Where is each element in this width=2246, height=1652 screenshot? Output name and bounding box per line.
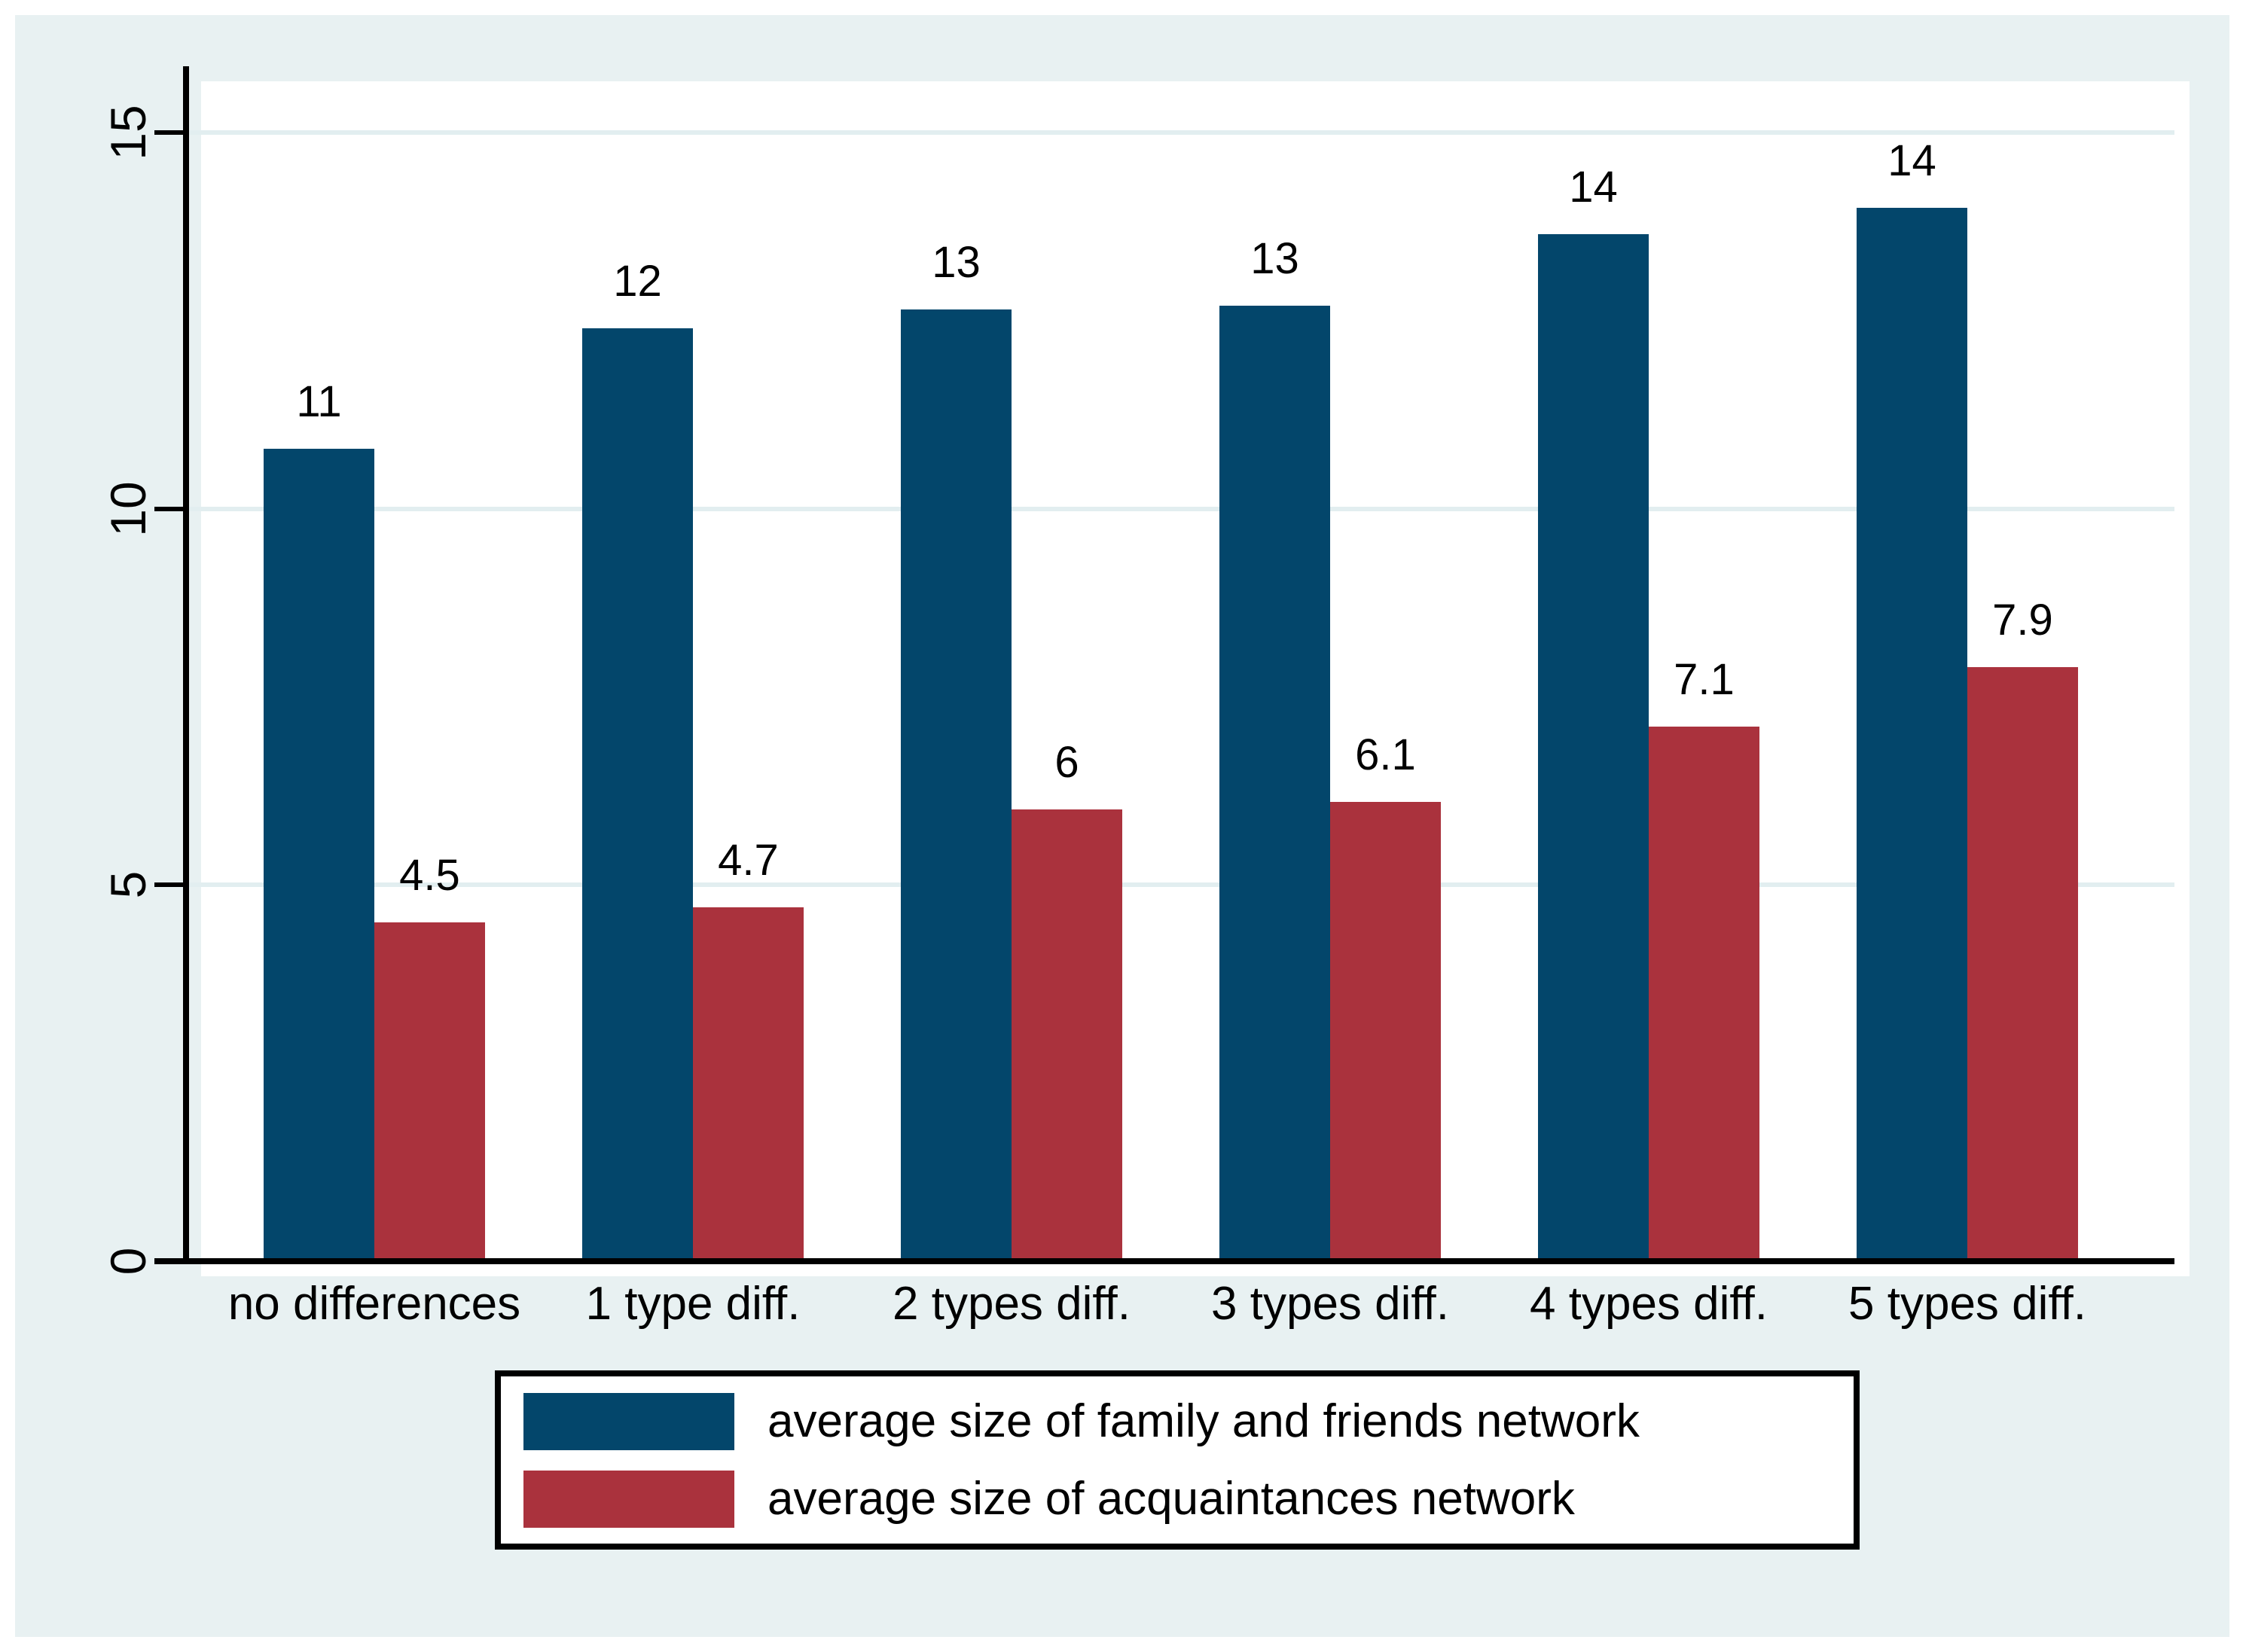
bar-acquaintances-4 <box>1649 727 1759 1264</box>
y-axis-line <box>183 66 189 1264</box>
bar-family-friends-4 <box>1538 234 1649 1264</box>
x-category-label-4: 4 types diff. <box>1530 1278 1768 1330</box>
x-category-label-0: no differences <box>227 1278 521 1330</box>
bar-value-label-acquaintances-1: 4.7 <box>718 836 779 885</box>
legend-swatch-family-friends <box>523 1392 734 1450</box>
bar-acquaintances-1 <box>693 907 804 1264</box>
bar-family-friends-3 <box>1219 306 1330 1264</box>
y-tick-label-10: 10 <box>100 481 156 537</box>
y-tick-5 <box>154 882 186 887</box>
x-category-label-3: 3 types diff. <box>1211 1278 1449 1330</box>
bar-acquaintances-5 <box>1967 667 2078 1264</box>
y-tick-label-0: 0 <box>100 1247 156 1276</box>
bar-family-friends-2 <box>901 309 1012 1264</box>
x-axis-line <box>154 1258 2174 1264</box>
legend-item-acquaintances: average size of acquaintances network <box>523 1470 1854 1528</box>
legend-label-family-friends: average size of family and friends netwo… <box>767 1395 1640 1447</box>
y-tick-10 <box>154 507 186 511</box>
legend-item-family-friends: average size of family and friends netwo… <box>523 1392 1854 1450</box>
gridline-y-10 <box>186 507 2174 511</box>
legend-swatch-acquaintances <box>523 1470 734 1528</box>
bar-value-label-family-friends-1: 12 <box>613 257 662 306</box>
legend-label-acquaintances: average size of acquaintances network <box>767 1473 1575 1525</box>
bar-value-label-family-friends-0: 11 <box>296 377 342 426</box>
y-tick-0 <box>154 1259 186 1263</box>
bar-value-label-family-friends-3: 13 <box>1250 234 1299 283</box>
bar-family-friends-0 <box>264 449 374 1264</box>
gridline-y-5 <box>186 882 2174 887</box>
bar-family-friends-1 <box>582 328 693 1264</box>
bar-value-label-acquaintances-2: 6 <box>1054 738 1079 787</box>
bar-value-label-acquaintances-0: 4.5 <box>399 851 460 900</box>
legend: average size of family and friends netwo… <box>495 1370 1860 1550</box>
y-tick-15 <box>154 130 186 135</box>
bar-acquaintances-0 <box>374 922 485 1264</box>
x-category-label-2: 2 types diff. <box>893 1278 1131 1330</box>
bar-value-label-acquaintances-5: 7.9 <box>1992 596 2053 645</box>
bar-value-label-acquaintances-3: 6.1 <box>1355 730 1416 779</box>
bar-acquaintances-3 <box>1330 802 1441 1264</box>
bar-acquaintances-2 <box>1012 809 1122 1264</box>
bar-value-label-family-friends-2: 13 <box>932 238 981 287</box>
y-tick-label-5: 5 <box>100 870 156 899</box>
y-tick-label-15: 15 <box>100 105 156 160</box>
bar-value-label-family-friends-4: 14 <box>1569 163 1618 212</box>
gridline-y-15 <box>186 130 2174 135</box>
bar-family-friends-5 <box>1857 208 1967 1264</box>
bar-value-label-family-friends-5: 14 <box>1887 136 1936 185</box>
x-category-label-5: 5 types diff. <box>1848 1278 2086 1330</box>
bar-value-label-acquaintances-4: 7.1 <box>1674 655 1735 704</box>
x-category-label-1: 1 type diff. <box>585 1278 801 1330</box>
